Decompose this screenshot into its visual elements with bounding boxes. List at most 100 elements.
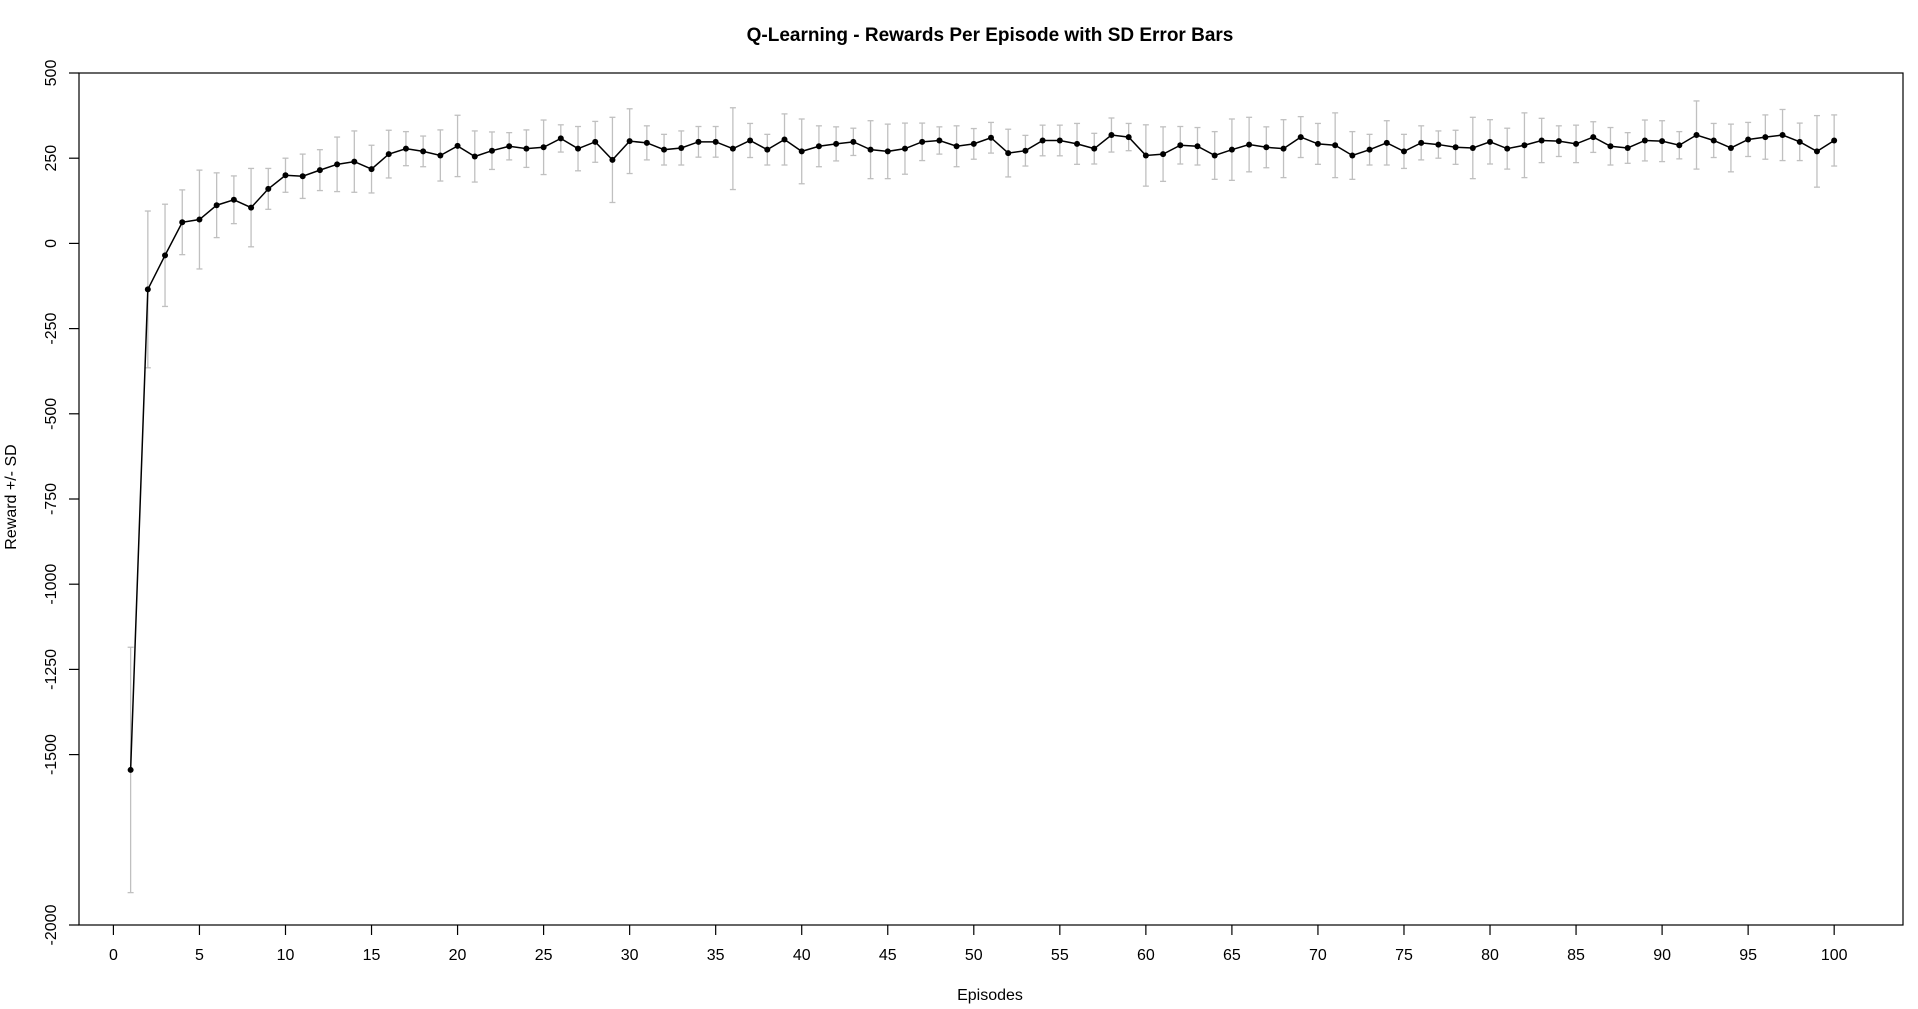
data-point [1745,136,1752,143]
data-point [540,144,547,151]
data-point [1727,144,1734,151]
data-point [729,145,736,152]
data-point [1039,137,1046,144]
data-point [1228,146,1235,153]
data-point [1796,138,1803,145]
data-point [643,139,650,146]
data-point [420,148,427,155]
data-point [1056,137,1063,144]
data-point [127,766,134,773]
data-point [1332,142,1339,149]
data-point [1383,139,1390,146]
data-point [1091,145,1098,152]
data-point [1624,144,1631,151]
data-point [1555,138,1562,145]
x-tick-label: 85 [1567,947,1585,964]
data-point [316,167,323,174]
data-point [575,145,582,152]
data-point [712,138,719,145]
data-point [1142,152,1149,159]
data-point [402,145,409,152]
data-point [798,148,805,155]
data-point [747,137,754,144]
data-point [1487,138,1494,145]
data-point [557,135,564,142]
data-point [1418,139,1425,146]
data-point [1521,142,1528,149]
data-points [127,132,1838,773]
data-point [1074,140,1081,147]
data-point [1108,132,1115,139]
data-point [1177,142,1184,149]
data-point [1504,145,1511,152]
data-point [1538,137,1545,144]
y-tick-label: 500 [43,60,60,87]
x-tick-label: 0 [109,947,118,964]
data-point [248,204,255,211]
y-tick-label: -2000 [43,904,60,945]
data-point [884,148,891,155]
y-axis: -2000 -1500 -1250 -1000 -750 -500 -250 0 250 500 [43,60,79,945]
data-point [850,138,857,145]
data-point [970,140,977,147]
data-point [265,185,272,192]
data-point [299,173,306,180]
data-point [1366,146,1373,153]
x-tick-label: 5 [195,947,204,964]
data-point [1194,143,1201,150]
data-point [1762,134,1769,141]
y-tick-label: -250 [43,312,60,344]
x-axis-label: Episodes [957,987,1023,1004]
x-tick-label: 100 [1821,947,1848,964]
data-point [144,286,151,293]
data-point [678,144,685,151]
y-tick-label: 250 [43,145,60,172]
x-tick-label: 60 [1137,947,1155,964]
data-point [592,138,599,145]
data-point [781,136,788,143]
data-point [1005,150,1012,157]
data-point [1022,147,1029,154]
data-point [282,172,289,179]
data-point [833,140,840,147]
data-point [471,153,478,160]
x-tick-label: 45 [879,947,897,964]
x-tick-label: 55 [1051,947,1069,964]
plot-area-border [78,72,1904,926]
data-point [1607,143,1614,150]
data-point [1590,134,1597,141]
data-point [488,147,495,154]
x-tick-label: 40 [793,947,811,964]
data-point [1641,137,1648,144]
data-point [988,134,994,141]
x-tick-label: 30 [621,947,639,964]
data-point [919,138,926,145]
x-tick-label: 95 [1739,947,1757,964]
x-tick-label: 35 [707,947,725,964]
data-point [1211,152,1218,159]
data-point [1263,144,1270,151]
data-point [385,151,392,158]
data-point [523,145,530,152]
data-point [1160,151,1167,158]
data-point [1125,134,1132,141]
x-tick-label: 20 [449,947,467,964]
x-tick-label: 70 [1309,947,1327,964]
data-point [1280,145,1287,152]
data-point [764,146,771,153]
series-line [129,134,1835,770]
y-axis-label: Reward +/- SD [3,444,20,549]
data-point [454,142,461,149]
data-point [1710,137,1717,144]
data-point [437,152,444,159]
x-tick-label: 90 [1653,947,1671,964]
data-point [1831,137,1838,144]
data-point [368,166,375,173]
x-tick-label: 75 [1395,947,1413,964]
data-point [1469,144,1476,151]
x-tick-label: 15 [363,947,381,964]
data-point [334,161,341,168]
y-tick-label: 0 [43,239,60,248]
